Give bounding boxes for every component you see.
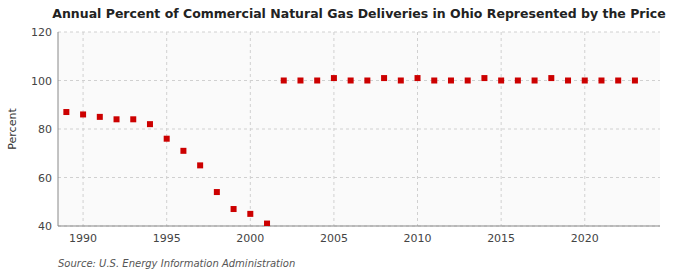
point <box>214 189 220 195</box>
y-grid-line <box>58 32 660 33</box>
point <box>197 162 203 168</box>
y-tick-label: 100 <box>31 75 52 88</box>
point <box>297 78 303 84</box>
x-tick-label: 2015 <box>487 232 515 245</box>
x-tick-label: 2020 <box>571 232 599 245</box>
y-tick-label: 40 <box>38 220 52 233</box>
x-grid-line <box>166 32 167 226</box>
x-axis-line <box>58 226 660 227</box>
x-tick-label: 2000 <box>236 232 264 245</box>
x-tick-label: 1990 <box>69 232 97 245</box>
y-tick-label: 120 <box>31 26 52 39</box>
point <box>281 78 287 84</box>
y-grid-line <box>58 177 660 178</box>
point <box>231 206 237 212</box>
point <box>515 78 521 84</box>
point <box>80 111 86 117</box>
point <box>565 78 571 84</box>
y-tick-label: 80 <box>38 123 52 136</box>
point <box>247 211 253 217</box>
y-grid-line <box>58 226 660 227</box>
point <box>114 116 120 122</box>
point <box>348 78 354 84</box>
point <box>615 78 621 84</box>
x-grid-line <box>584 32 585 226</box>
y-tick-label: 60 <box>38 172 52 185</box>
x-grid-line <box>83 32 84 226</box>
point <box>498 78 504 84</box>
x-grid-line <box>250 32 251 226</box>
point <box>381 75 387 81</box>
point <box>632 78 638 84</box>
point <box>164 136 170 142</box>
point <box>481 75 487 81</box>
source-note: Source: U.S. Energy Information Administ… <box>58 258 295 269</box>
point <box>97 114 103 120</box>
point <box>398 78 404 84</box>
point <box>63 109 69 115</box>
point <box>431 78 437 84</box>
point <box>147 121 153 127</box>
chart-container: 40 60 80 100 120 1990 1995 2000 2005 2010 2015 2020… <box>0 0 675 275</box>
point <box>548 75 554 81</box>
point <box>331 75 337 81</box>
point <box>465 78 471 84</box>
y-axis-label: Percent <box>6 108 19 150</box>
points <box>63 75 638 226</box>
y-axis-line <box>58 32 59 226</box>
title: Annual Percent of Commercial Natural Gas… <box>52 6 665 21</box>
point <box>364 78 370 84</box>
x-grid-line <box>333 32 334 226</box>
x-tick-label: 2005 <box>320 232 348 245</box>
plot-background <box>58 32 660 226</box>
point <box>598 78 604 84</box>
y-grid-line <box>58 129 660 130</box>
x-grid-line <box>417 32 418 226</box>
point <box>264 221 270 226</box>
point <box>180 148 186 154</box>
point <box>532 78 538 84</box>
point <box>582 78 588 84</box>
point <box>130 116 136 122</box>
point <box>415 75 421 81</box>
x-tick-label: 1995 <box>153 232 181 245</box>
point <box>448 78 454 84</box>
point <box>314 78 320 84</box>
x-tick-label: 2010 <box>404 232 432 245</box>
x-grid-line <box>501 32 502 226</box>
chart-svg: 40 60 80 100 120 1990 1995 2000 2005 2010 2015 2020… <box>0 0 675 275</box>
